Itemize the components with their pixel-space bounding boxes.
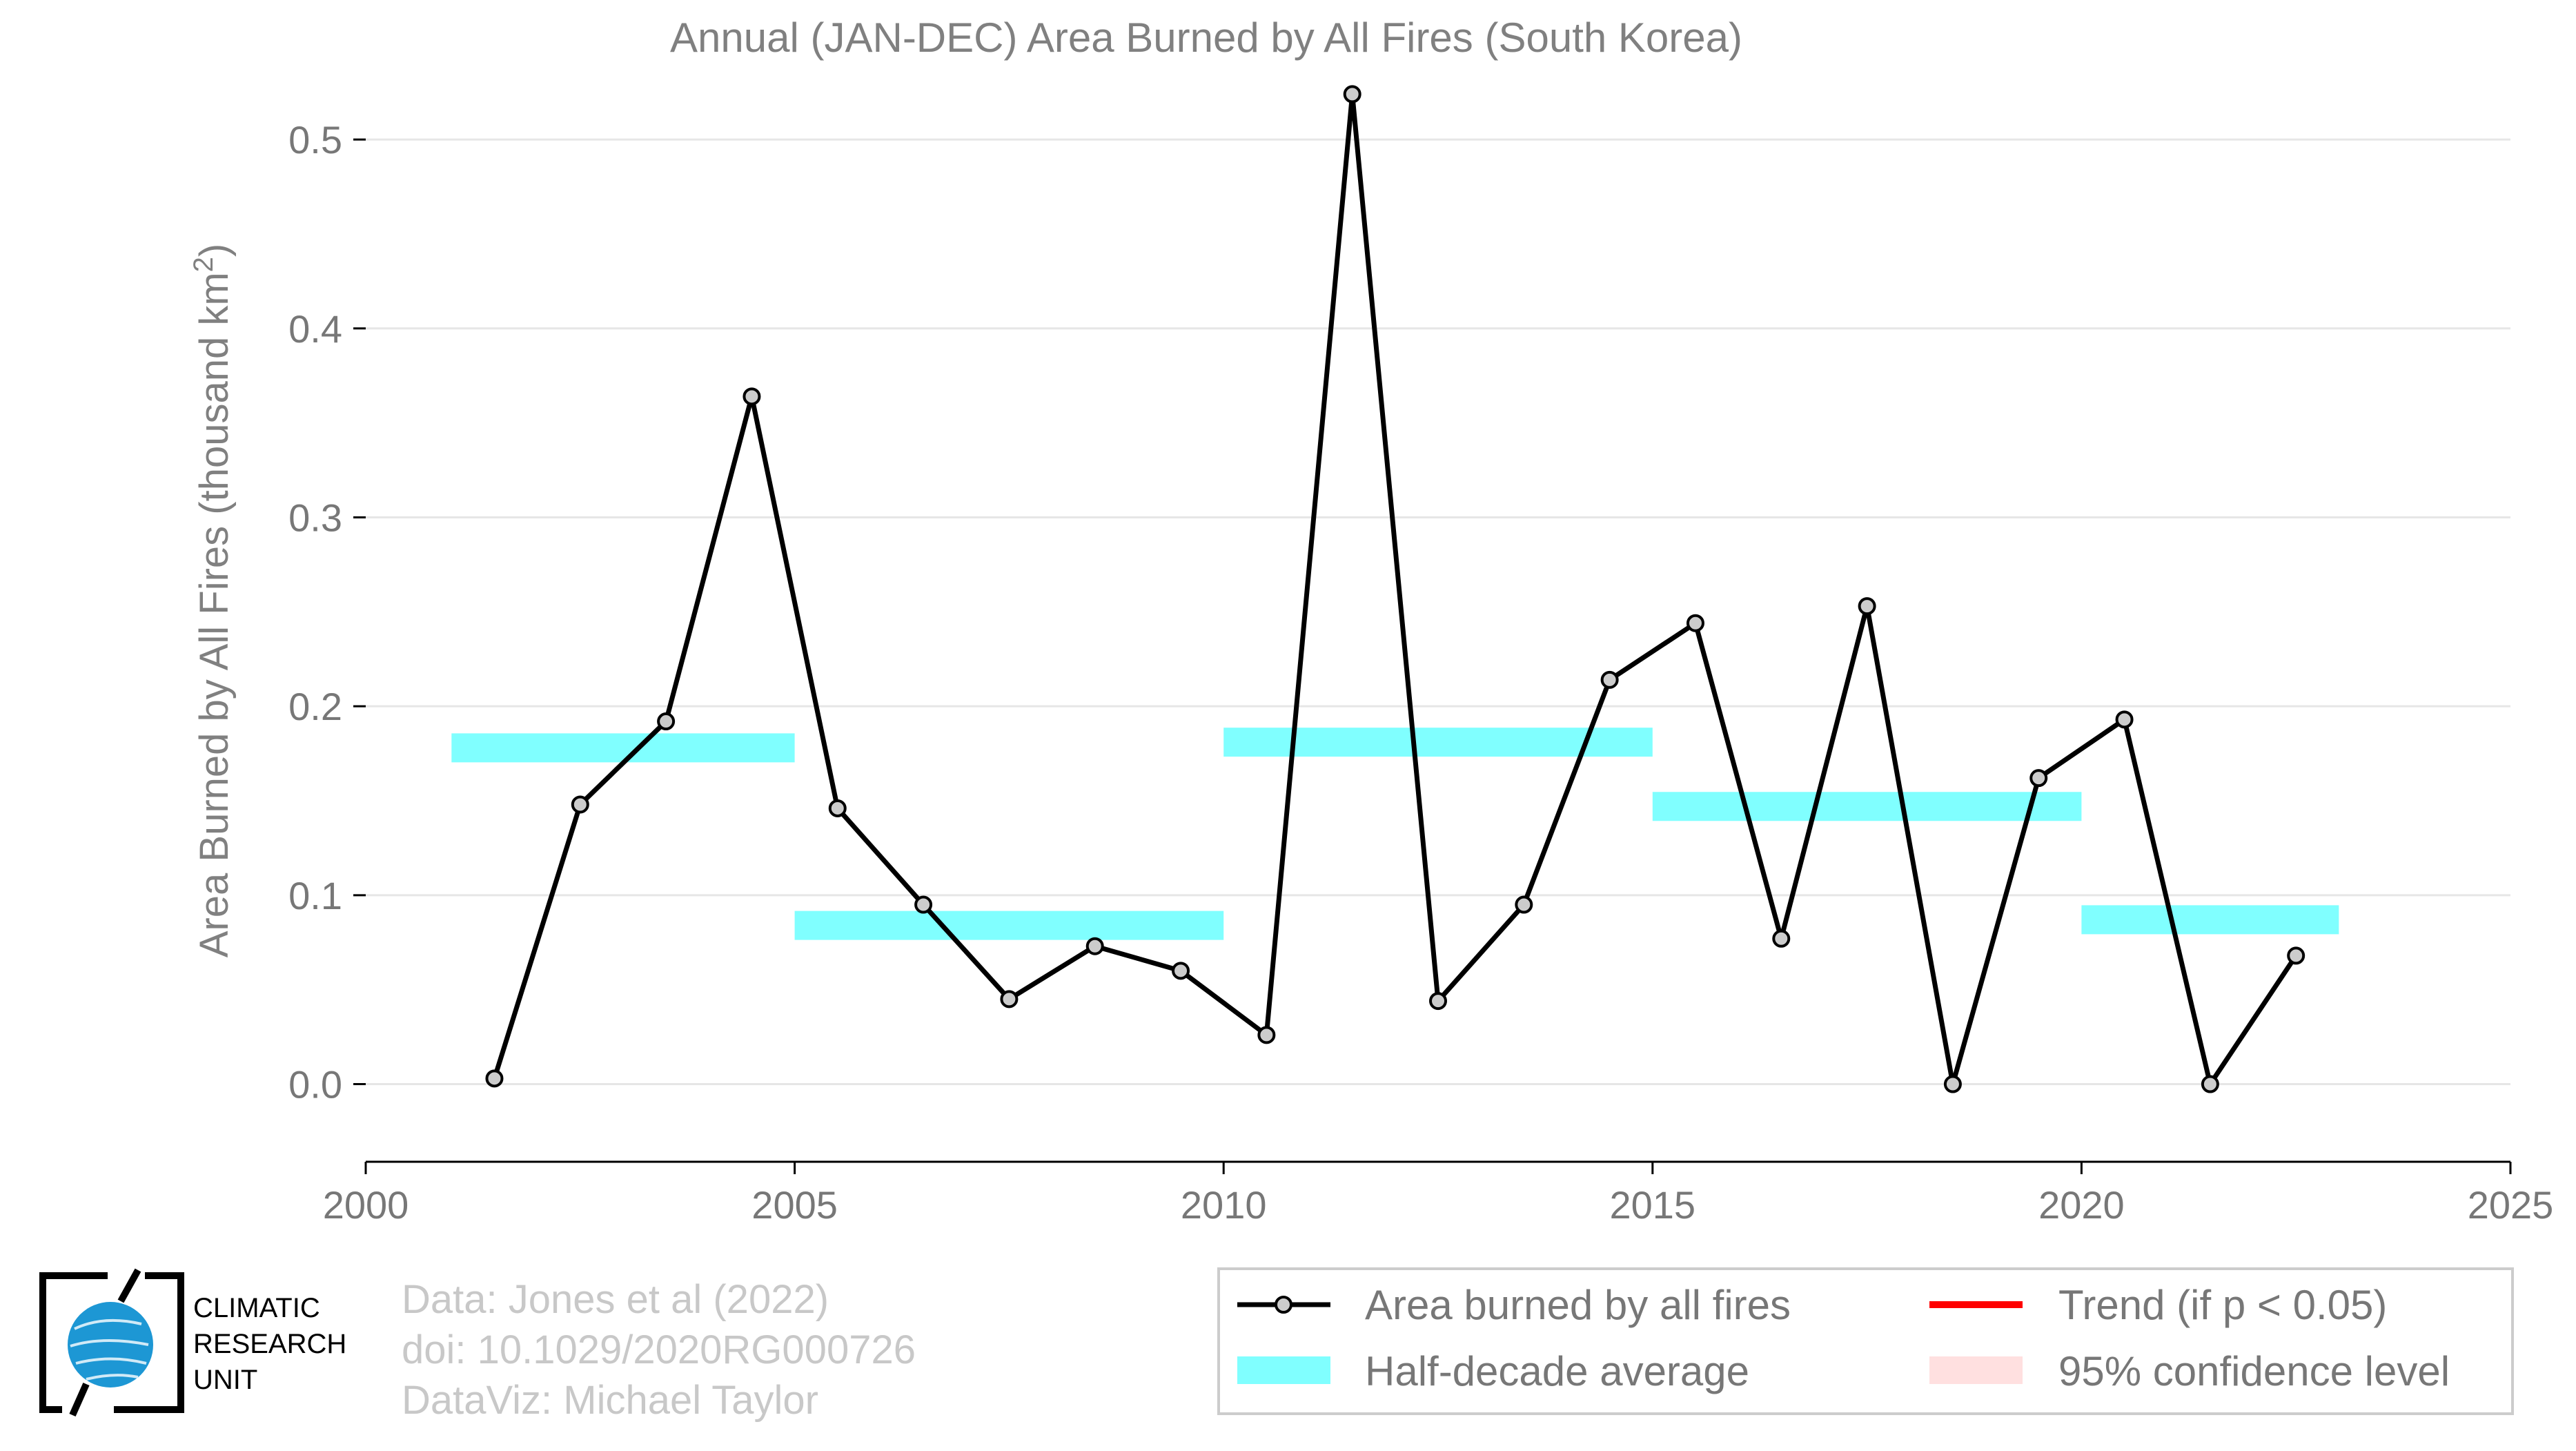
data-point-9: [1257, 1026, 1276, 1044]
data-point-0: [485, 1069, 504, 1088]
series-line-area-burned: [492, 91, 2299, 1087]
credit-data-source: Data: Jones et al (2022): [402, 1277, 829, 1322]
cru-logo-bracket-left: [39, 1272, 108, 1413]
cru-logo-bracket-right: [114, 1272, 184, 1413]
data-point-3: [743, 387, 761, 406]
x-tick-label-4: 2020: [2038, 1183, 2125, 1227]
legend-label-confidence: 95% confidence level: [2058, 1348, 2450, 1394]
y-tick-label-4: 0.4: [288, 307, 342, 351]
data-point-18: [2029, 769, 2048, 788]
y-axis: 0.0 0.1 0.2 0.3 0.4 0.5: [288, 118, 366, 1107]
globe-icon-lines: [70, 1318, 149, 1381]
data-point-15: [1772, 929, 1791, 948]
data-point-14: [1686, 614, 1704, 632]
y-tick-label-1: 0.1: [288, 874, 342, 917]
data-point-10: [1343, 85, 1361, 104]
data-point-19: [2115, 710, 2134, 729]
series-area-burned: [485, 85, 2305, 1093]
data-point-17: [1943, 1075, 1962, 1093]
data-point-5: [914, 895, 933, 914]
data-point-11: [1429, 992, 1447, 1011]
x-tick-label-0: 2000: [323, 1183, 409, 1227]
data-point-6: [1000, 990, 1019, 1009]
y-tick-label-2: 0.2: [288, 685, 342, 728]
y-axis-label-close: ): [192, 244, 237, 257]
data-point-20: [2201, 1075, 2219, 1093]
legend: Area burned by all fires Trend (if p < 0…: [1217, 1267, 2514, 1415]
legend-patch-confidence: [1929, 1356, 2023, 1384]
data-point-7: [1085, 937, 1104, 955]
data-point-2: [657, 712, 676, 731]
y-axis-label-superscript: 2: [188, 257, 219, 272]
legend-label-half-decade: Half-decade average: [1365, 1348, 1749, 1394]
legend-frame: [1217, 1267, 2514, 1415]
data-point-8: [1172, 962, 1190, 980]
chart-title: Annual (JAN-DEC) Area Burned by All Fire…: [670, 14, 1742, 61]
y-tick-label-5: 0.5: [288, 118, 342, 162]
data-point-21: [2287, 946, 2305, 965]
x-tick-label-1: 2005: [751, 1183, 838, 1227]
cru-logo: CLIMATIC RESEARCH UNIT: [39, 1268, 346, 1417]
cru-logo-slash-top: [117, 1268, 141, 1303]
cru-logo-line-2: RESEARCH: [193, 1329, 346, 1359]
x-tick-label-2: 2010: [1181, 1183, 1267, 1227]
legend-label-area-burned: Area burned by all fires: [1365, 1282, 1791, 1328]
data-point-13: [1600, 670, 1619, 689]
half-decade-bars: [451, 728, 2339, 940]
legend-label-trend: Trend (if p < 0.05): [2058, 1282, 2387, 1328]
credit-dataviz: DataViz: Michael Taylor: [402, 1378, 818, 1423]
data-point-16: [1858, 597, 1876, 616]
grid-lines: [366, 138, 2510, 1086]
y-tick-label-3: 0.3: [288, 496, 342, 539]
x-tick-label-5: 2025: [2468, 1183, 2554, 1227]
data-point-12: [1515, 895, 1533, 914]
x-tick-label-3: 2015: [1610, 1183, 1696, 1227]
x-axis: 2000 2005 2010 2015 2020 2025: [323, 1160, 2554, 1227]
legend-patch-half-decade: [1237, 1356, 1330, 1384]
credit-doi: doi: 10.1029/2020RG000726: [402, 1327, 916, 1372]
cru-logo-line-1: CLIMATIC: [193, 1293, 320, 1323]
cru-logo-line-3: UNIT: [193, 1365, 257, 1395]
data-point-1: [571, 795, 589, 814]
y-tick-label-0: 0.0: [288, 1063, 342, 1107]
cru-logo-slash-bottom: [69, 1382, 90, 1417]
data-point-4: [828, 799, 847, 817]
y-axis-label: Area Burned by All Fires (thousand km2): [188, 244, 237, 958]
y-axis-label-main: Area Burned by All Fires (thousand km: [192, 272, 237, 957]
legend-marker-area-burned: [1275, 1296, 1292, 1314]
